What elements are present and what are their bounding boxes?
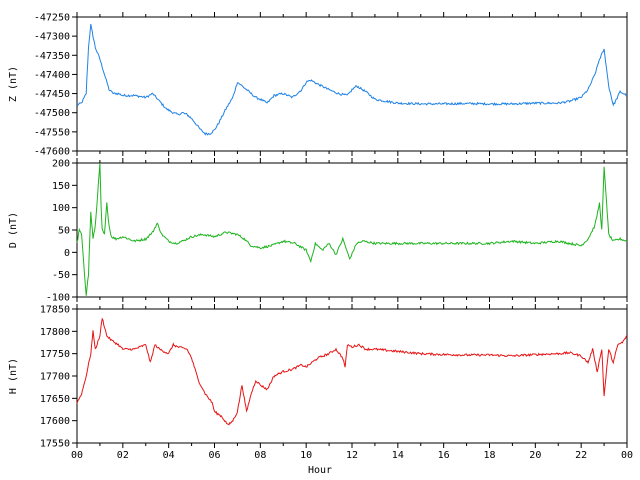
y-tick-label-z: -47600	[34, 147, 70, 158]
y-tick-label-d: 0	[64, 248, 70, 259]
y-tick-label-z: -47550	[34, 127, 70, 138]
x-axis-title: Hour	[308, 465, 332, 476]
x-tick-label: 16	[438, 450, 450, 461]
x-tick-label: 22	[575, 450, 587, 461]
panel-z: -47600 -47550 -47500 -47450 -47400 -47350 -473…	[8, 12, 628, 158]
panel-h: 17550 17600 17650 17700 17750 17800 17850 00 02 0…	[8, 304, 633, 461]
x-tick-label: 14	[392, 450, 404, 461]
y-tick-label-d: 150	[52, 181, 70, 192]
series-line-h	[76, 317, 628, 426]
x-tick-label: 02	[117, 450, 129, 461]
plot-frame-z	[76, 16, 628, 152]
y-axis-title-d: D (nT)	[8, 212, 19, 248]
x-tick-label: 20	[529, 450, 541, 461]
y-tick-label-h: 17850	[40, 305, 70, 316]
y-tick-label-d: 50	[58, 226, 70, 237]
y-tick-label-d: -50	[52, 270, 70, 281]
plot-frame-h	[76, 308, 628, 444]
y-tick-label-z: -47350	[34, 51, 70, 62]
y-tick-label-h: 17700	[40, 372, 70, 383]
y-axis-title-z: Z (nT)	[8, 66, 19, 102]
y-tick-label-h: 17550	[40, 439, 70, 450]
y-tick-label-d: -100	[46, 293, 70, 304]
y-axis-title-h: H (nT)	[8, 358, 19, 394]
x-tick-label: 10	[300, 450, 312, 461]
series-line-d	[76, 162, 628, 296]
y-tick-label-h: 17600	[40, 416, 70, 427]
y-tick-label-h: 17650	[40, 394, 70, 405]
x-tick-label: 00	[621, 450, 633, 461]
series-line-z	[76, 23, 628, 136]
x-tick-label: 12	[346, 450, 358, 461]
panel-d: -100 -50 0 50 100 150 200 D (nT)	[8, 158, 628, 304]
x-tick-label: 04	[163, 450, 175, 461]
y-tick-label-z: -47400	[34, 70, 70, 81]
y-tick-label-d: 100	[52, 203, 70, 214]
y-tick-label-h: 17750	[40, 349, 70, 360]
y-tick-label-z: -47450	[34, 89, 70, 100]
x-tick-label: 06	[208, 450, 220, 461]
y-tick-label-d: 200	[52, 159, 70, 170]
x-tick-label: 08	[254, 450, 266, 461]
y-tick-label-z: -47250	[34, 13, 70, 24]
x-tick-label: 18	[483, 450, 495, 461]
x-tick-label: 00	[71, 450, 83, 461]
y-tick-label-z: -47500	[34, 108, 70, 119]
y-tick-label-z: -47300	[34, 32, 70, 43]
y-tick-label-h: 17800	[40, 327, 70, 338]
